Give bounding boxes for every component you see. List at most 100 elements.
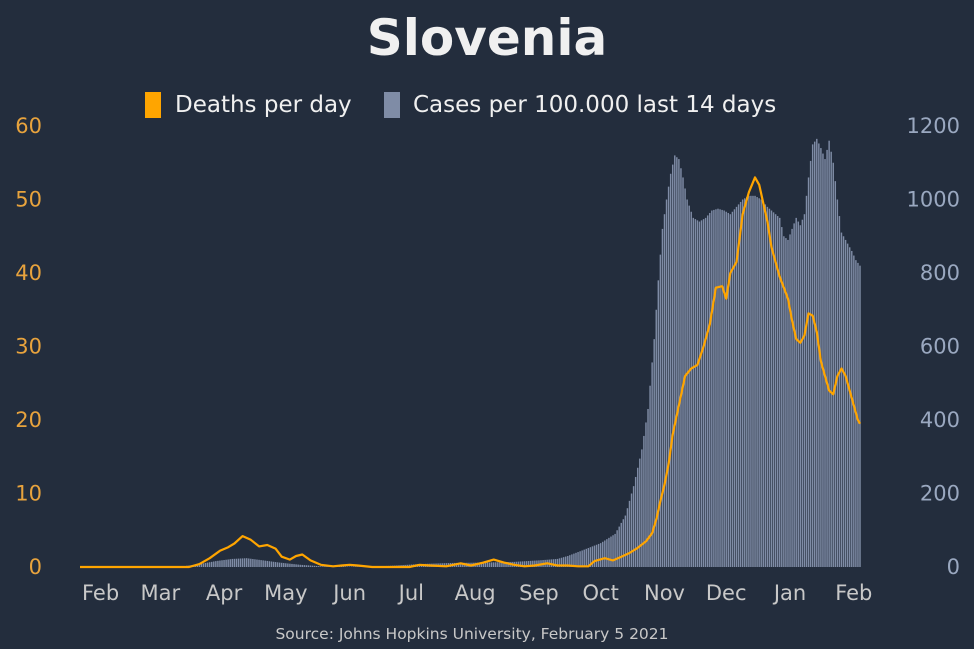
cases-bar <box>762 201 764 567</box>
cases-bar <box>686 199 688 567</box>
cases-bar <box>581 550 583 567</box>
right-axis-tick-label: 200 <box>920 482 960 506</box>
cases-bar <box>583 549 585 567</box>
cases-bar <box>215 561 217 567</box>
cases-bar <box>669 173 672 567</box>
cases-bar <box>844 239 847 567</box>
cases-bar <box>725 211 727 567</box>
x-axis-ticks: Feb Mar Apr May Jun Jul Aug Sep Oct Nov Dec Jan Feb <box>82 581 872 605</box>
cases-bar <box>278 562 281 567</box>
chart-title: Slovenia <box>367 9 607 67</box>
cases-bar <box>639 458 641 567</box>
x-axis-tick-label: Mar <box>140 581 180 605</box>
cases-bar <box>268 561 271 567</box>
right-axis-tick-label: 400 <box>920 408 960 432</box>
cases-bar <box>322 566 324 567</box>
cases-bar <box>567 555 569 567</box>
cases-bar <box>851 250 853 567</box>
cases-bar <box>311 565 314 567</box>
cases-bar <box>239 558 242 567</box>
cases-bar <box>478 562 480 567</box>
cases-bar <box>221 560 223 567</box>
right-axis-ticks: 0 200 400 600 800 1000 1200 <box>907 114 960 579</box>
cases-bar <box>575 552 577 567</box>
cases-bar <box>536 560 538 567</box>
cases-bar <box>229 559 231 567</box>
cases-bar <box>595 544 598 567</box>
cases-bar <box>637 467 639 567</box>
cases-bar <box>266 560 268 567</box>
cases-bar <box>756 197 758 568</box>
cases-bar <box>529 560 532 568</box>
cases-bar <box>706 215 709 567</box>
cases-bar <box>626 508 629 567</box>
cases-bar <box>764 204 767 567</box>
cases-bar <box>573 553 575 567</box>
cases-bar <box>809 160 812 567</box>
cases-bar <box>690 211 692 567</box>
left-axis-tick-label: 40 <box>15 261 42 285</box>
cases-bar <box>608 537 610 567</box>
cases-bar <box>783 236 785 567</box>
x-axis-tick-label: Nov <box>644 581 685 605</box>
cases-bar <box>204 562 207 567</box>
cases-bar <box>577 552 579 567</box>
cases-bars <box>171 138 861 568</box>
cases-bar <box>486 562 489 567</box>
cases-bar <box>634 476 637 567</box>
source-note: Source: Johns Hopkins University, Februa… <box>275 625 668 643</box>
cases-bar <box>408 564 411 567</box>
cases-bar <box>299 564 301 567</box>
cases-bar <box>618 526 620 567</box>
cases-bar <box>723 210 725 567</box>
left-axis-tick-label: 0 <box>29 555 42 579</box>
cases-bar <box>811 144 814 568</box>
cases-bar <box>587 548 590 567</box>
cases-bar <box>564 556 567 567</box>
cases-bar <box>801 219 804 567</box>
x-axis-tick-label: May <box>264 581 307 605</box>
cases-bar <box>799 225 802 567</box>
cases-bar <box>585 548 587 567</box>
cases-bar <box>721 209 723 567</box>
cases-bar <box>807 177 810 567</box>
cases-bar <box>731 211 734 567</box>
cases-bar <box>643 435 645 567</box>
legend: Deaths per day Cases per 100.000 last 14… <box>145 92 776 118</box>
x-axis-tick-label: Jul <box>397 581 424 605</box>
cases-bar <box>324 566 326 567</box>
cases-bar <box>503 562 505 567</box>
cases-bar <box>774 214 777 567</box>
cases-bar <box>696 220 699 567</box>
cases-bar <box>694 219 697 567</box>
cases-bar <box>661 228 664 567</box>
cases-bar <box>676 157 678 568</box>
cases-bar <box>492 562 495 567</box>
cases-bar <box>276 562 279 567</box>
cases-bar <box>659 254 662 568</box>
cases-bar <box>616 530 618 567</box>
cases-bar <box>495 562 497 567</box>
cases-bar <box>772 212 775 568</box>
cases-bar <box>237 558 240 567</box>
cases-bar <box>713 209 715 567</box>
cases-bar <box>593 545 596 567</box>
cases-bar <box>591 546 594 567</box>
cases-bar <box>779 217 781 568</box>
cases-bar <box>488 562 491 567</box>
cases-bar <box>462 562 464 567</box>
cases-bar <box>604 540 606 567</box>
x-axis-tick-label: Jan <box>772 581 806 605</box>
cases-bar <box>200 563 203 567</box>
cases-bar <box>285 563 287 567</box>
cases-bar <box>622 519 625 567</box>
cases-bar <box>243 558 246 567</box>
cases-bar <box>482 562 485 567</box>
cases-bar <box>667 186 670 567</box>
cases-bar <box>750 195 752 567</box>
cases-bar <box>274 562 277 567</box>
legend-label-cases: Cases per 100.000 last 14 days <box>413 92 776 118</box>
cases-bar <box>262 560 264 567</box>
cases-bar <box>505 562 507 567</box>
